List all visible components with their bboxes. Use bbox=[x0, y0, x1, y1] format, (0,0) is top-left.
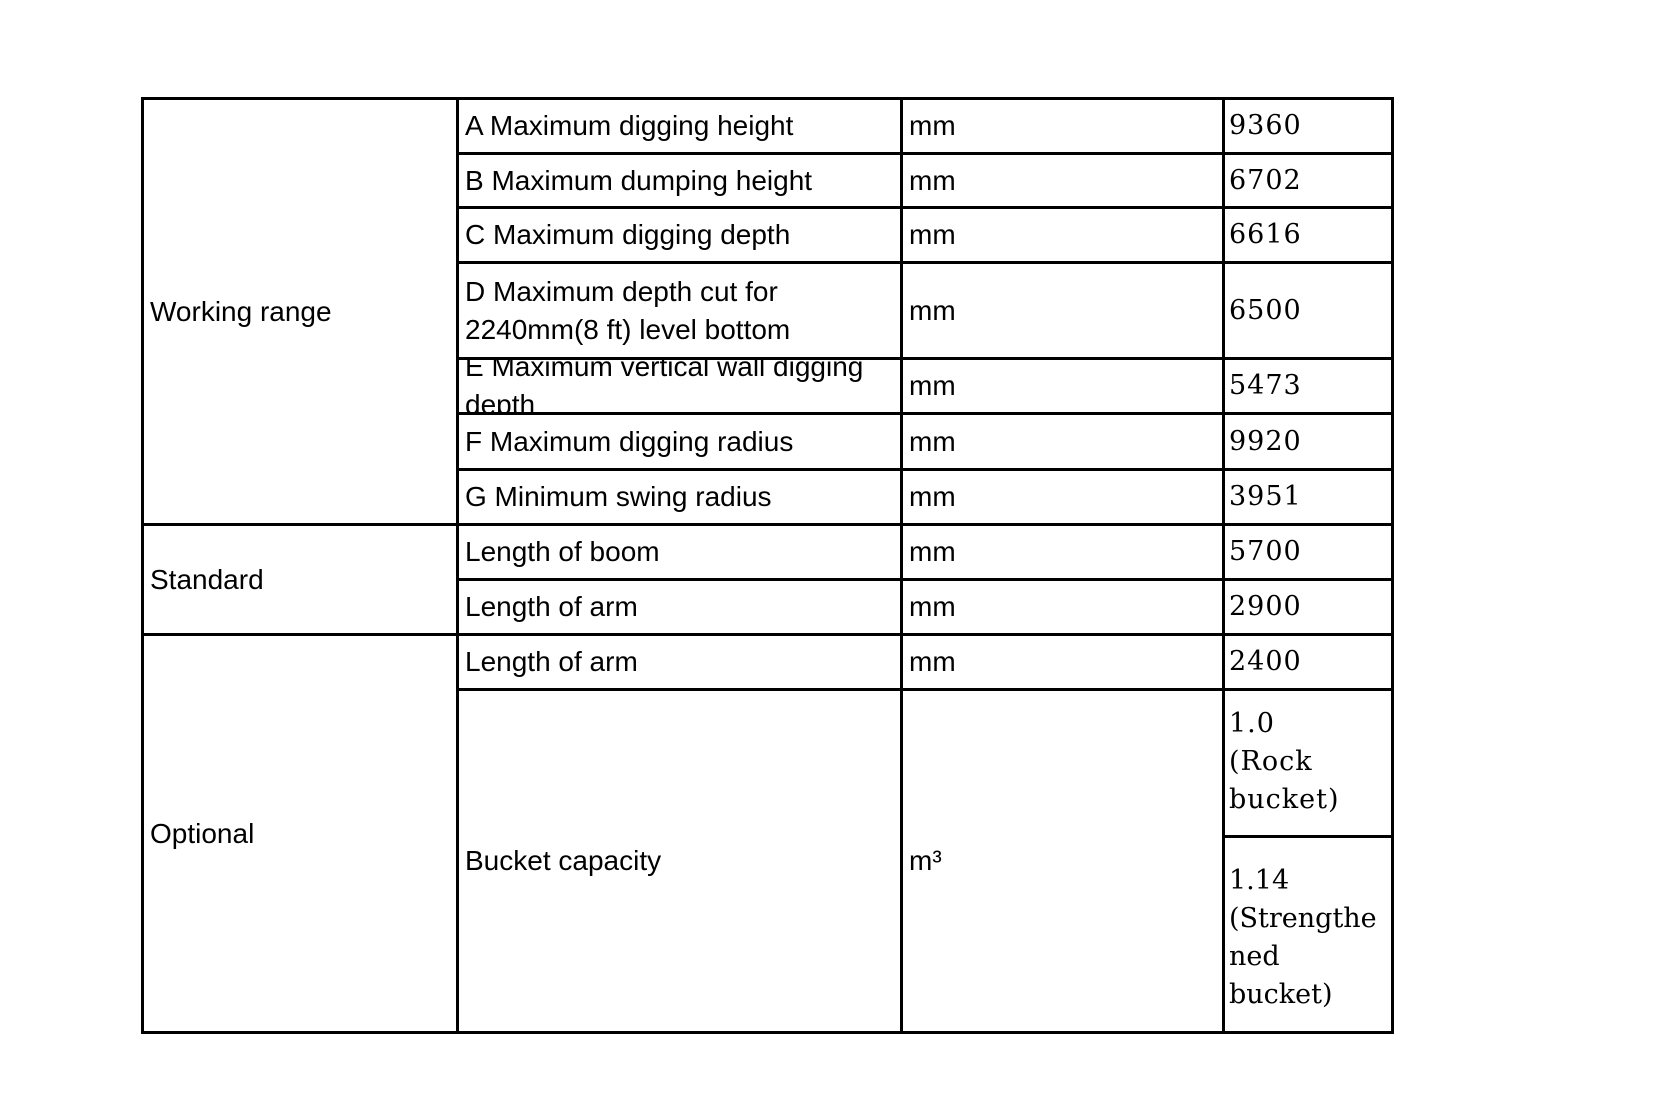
table-row: 1.14 (Strengthe ned bucket) bbox=[143, 835, 1394, 1034]
group-label: Working range bbox=[141, 97, 459, 526]
value-cell: 6616 bbox=[1222, 206, 1394, 264]
table-row: Optional Length of arm mm 2400 bbox=[141, 633, 1394, 1034]
value-cell: 2400 bbox=[1222, 633, 1394, 691]
item-cell: Bucket capacity bbox=[456, 688, 903, 1034]
table-row: Standard Length of boom mm 5700 bbox=[141, 523, 1394, 636]
item-cell: G Minimum swing radius bbox=[456, 468, 903, 526]
table-row: F Maximum digging radius mm 9920 bbox=[143, 412, 1394, 471]
table-row: Bucket capacity m³ 1.0 (Rock bucket) bbox=[143, 688, 1394, 1034]
item-cell: B Maximum dumping height bbox=[456, 152, 903, 209]
value-cell: 1.14 (Strengthe ned bucket) bbox=[1222, 835, 1394, 1034]
item-text: E Maximum vertical wall digging depth bbox=[465, 360, 864, 412]
table-row: G Minimum swing radius mm 3951 bbox=[143, 468, 1394, 526]
unit-cell: mm bbox=[900, 152, 1225, 209]
unit-cell: m³ bbox=[900, 688, 1225, 1034]
unit-cell: mm bbox=[900, 523, 1225, 581]
item-cell: D Maximum depth cut for 2240mm(8 ft) lev… bbox=[456, 261, 903, 360]
table-row: Working range A Maximum digging height m… bbox=[141, 97, 1394, 526]
value-cell: 5700 bbox=[1222, 523, 1394, 581]
table-row: C Maximum digging depth mm 6616 bbox=[143, 206, 1394, 264]
specifications-table: Working range A Maximum digging height m… bbox=[141, 97, 1394, 1034]
unit-cell: mm bbox=[900, 412, 1225, 471]
value-cell: 1.0 (Rock bucket) bbox=[1222, 688, 1394, 838]
unit-cell: mm bbox=[900, 261, 1225, 360]
item-cell: A Maximum digging height bbox=[456, 97, 903, 155]
unit-cell: mm bbox=[900, 578, 1225, 636]
item-cell: Length of arm bbox=[456, 633, 903, 691]
table-row: Length of arm mm 2900 bbox=[143, 578, 1394, 636]
group-label: Optional bbox=[141, 633, 459, 1034]
unit-cell: mm bbox=[900, 468, 1225, 526]
unit-cell: mm bbox=[900, 633, 1225, 691]
unit-cell: mm bbox=[900, 357, 1225, 415]
value-cell: 3951 bbox=[1222, 468, 1394, 526]
table-row: D Maximum depth cut for 2240mm(8 ft) lev… bbox=[143, 261, 1394, 360]
value-cell: 9360 bbox=[1222, 97, 1394, 155]
item-cell: C Maximum digging depth bbox=[456, 206, 903, 264]
value-cell: 5473 bbox=[1222, 357, 1394, 415]
value-cell: 9920 bbox=[1222, 412, 1394, 471]
item-cell: Length of boom bbox=[456, 523, 903, 581]
table-row: B Maximum dumping height mm 6702 bbox=[143, 152, 1394, 209]
value-cell: 6702 bbox=[1222, 152, 1394, 209]
group-label: Standard bbox=[141, 523, 459, 636]
table-row: E Maximum vertical wall digging depth mm… bbox=[143, 357, 1394, 415]
item-cell: E Maximum vertical wall digging depth bbox=[456, 357, 903, 415]
value-cell: 2900 bbox=[1222, 578, 1394, 636]
value-cell: 6500 bbox=[1222, 261, 1394, 360]
unit-cell: mm bbox=[900, 97, 1225, 155]
unit-cell: mm bbox=[900, 206, 1225, 264]
item-cell: F Maximum digging radius bbox=[456, 412, 903, 471]
item-cell: Length of arm bbox=[456, 578, 903, 636]
